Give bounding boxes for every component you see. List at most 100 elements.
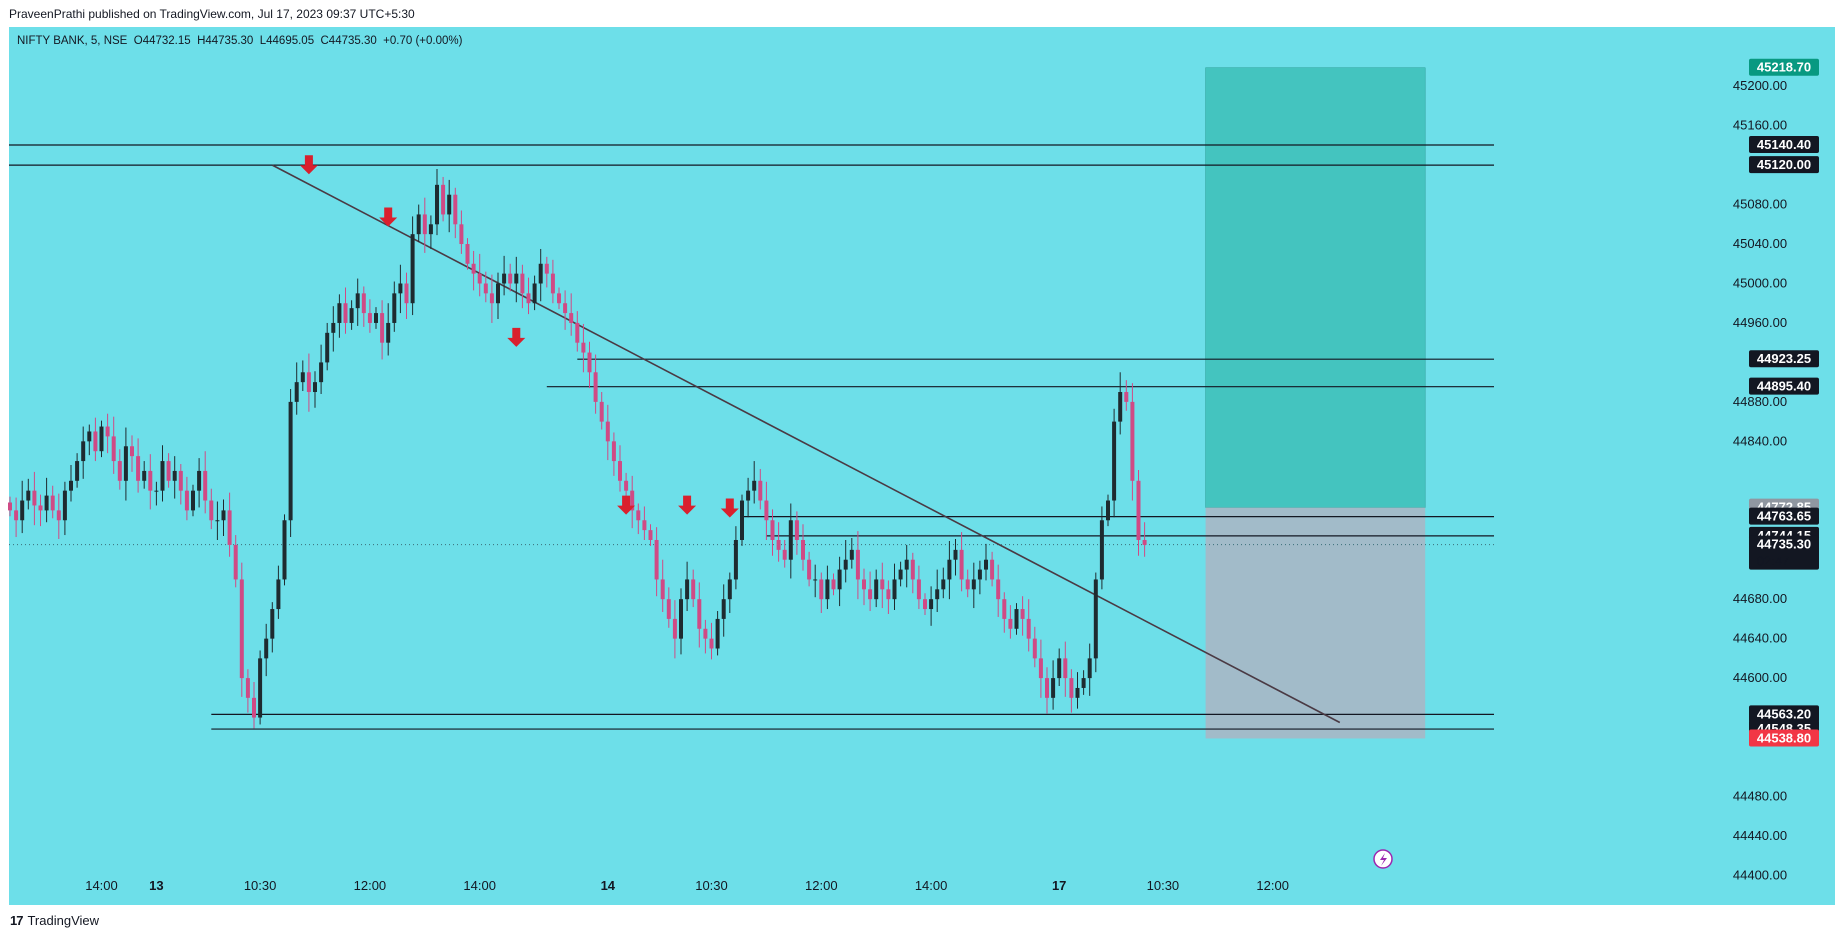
candle[interactable] <box>733 526 738 590</box>
stop-zone[interactable] <box>1205 507 1426 739</box>
candle[interactable] <box>1026 599 1031 652</box>
candle[interactable] <box>636 503 641 535</box>
candle[interactable] <box>374 307 378 329</box>
price-tag[interactable]: 44763.65 <box>1749 507 1819 525</box>
price-tag[interactable]: 45140.40 <box>1749 135 1819 153</box>
candle[interactable] <box>727 572 732 613</box>
candle[interactable] <box>502 255 507 296</box>
candle[interactable] <box>892 563 897 611</box>
candle[interactable] <box>313 371 317 408</box>
candle[interactable] <box>1142 522 1147 557</box>
candle[interactable] <box>306 353 311 412</box>
candle[interactable] <box>941 567 946 599</box>
candle[interactable] <box>44 477 49 523</box>
candle[interactable] <box>337 294 342 338</box>
candle[interactable] <box>148 454 153 510</box>
candle[interactable] <box>630 475 635 529</box>
candle[interactable] <box>361 286 366 327</box>
down-arrow-marker[interactable] <box>507 327 526 347</box>
candle[interactable] <box>62 481 67 536</box>
candle[interactable] <box>849 538 854 569</box>
candle[interactable] <box>416 204 421 243</box>
candle[interactable] <box>794 511 799 555</box>
candle[interactable] <box>404 272 409 320</box>
candle[interactable] <box>99 420 104 458</box>
candle[interactable] <box>752 461 757 504</box>
candle[interactable] <box>166 453 171 488</box>
candle[interactable] <box>666 587 671 628</box>
candle[interactable] <box>392 281 397 332</box>
candle[interactable] <box>93 417 98 462</box>
candle[interactable] <box>130 435 134 472</box>
candle[interactable] <box>868 571 873 612</box>
candle[interactable] <box>1063 641 1068 697</box>
candle[interactable] <box>1032 626 1037 668</box>
candle[interactable] <box>770 509 775 556</box>
candle[interactable] <box>489 274 494 323</box>
price-tag[interactable]: 44895.40 <box>1749 377 1819 395</box>
candle[interactable] <box>32 471 37 526</box>
candle[interactable] <box>697 582 702 648</box>
candle[interactable] <box>624 472 629 498</box>
candle[interactable] <box>587 341 592 389</box>
tradingview-logo[interactable]: 17 TradingView <box>10 913 99 928</box>
candle[interactable] <box>1081 670 1086 695</box>
candle[interactable] <box>245 669 250 713</box>
candle[interactable] <box>532 275 537 311</box>
candle[interactable] <box>788 503 793 579</box>
candle[interactable] <box>807 551 812 587</box>
candle[interactable] <box>648 524 653 546</box>
candle[interactable] <box>1069 669 1074 713</box>
candle[interactable] <box>910 552 915 594</box>
candle[interactable] <box>1038 639 1043 698</box>
candle[interactable] <box>880 562 885 609</box>
candle[interactable] <box>520 264 525 309</box>
candle[interactable] <box>715 611 720 656</box>
candle[interactable] <box>276 565 281 619</box>
candle[interactable] <box>142 461 147 489</box>
down-arrow-marker[interactable] <box>617 495 636 515</box>
candle[interactable] <box>1093 572 1098 673</box>
candle[interactable] <box>605 404 610 461</box>
candle[interactable] <box>898 561 903 587</box>
candle[interactable] <box>526 277 531 315</box>
candle[interactable] <box>258 650 263 725</box>
candle[interactable] <box>75 453 80 488</box>
down-arrow-marker[interactable] <box>720 498 739 518</box>
candle[interactable] <box>709 622 714 660</box>
candle[interactable] <box>642 506 647 540</box>
candle[interactable] <box>154 481 159 506</box>
candle[interactable] <box>758 468 763 510</box>
candle[interactable] <box>288 389 293 538</box>
candle[interactable] <box>575 311 580 352</box>
candle[interactable] <box>26 478 31 510</box>
candle[interactable] <box>270 602 275 653</box>
candle[interactable] <box>355 278 360 326</box>
candle[interactable] <box>14 497 19 538</box>
candle[interactable] <box>38 494 43 527</box>
candle[interactable] <box>300 360 305 392</box>
candle[interactable] <box>483 271 488 303</box>
candle[interactable] <box>581 323 586 373</box>
candle[interactable] <box>886 580 891 614</box>
candle[interactable] <box>221 499 226 537</box>
down-arrow-marker[interactable] <box>379 207 398 227</box>
candle[interactable] <box>544 256 549 288</box>
candle[interactable] <box>569 293 574 336</box>
candle[interactable] <box>929 586 934 626</box>
candle[interactable] <box>679 588 683 655</box>
candle[interactable] <box>782 539 787 568</box>
candle[interactable] <box>721 584 726 637</box>
candle[interactable] <box>1106 494 1110 527</box>
candle[interactable] <box>837 556 842 607</box>
candle[interactable] <box>20 480 25 534</box>
candle[interactable] <box>136 438 141 493</box>
candle[interactable] <box>1118 372 1123 435</box>
price-tag[interactable]: 44923.25 <box>1749 350 1819 368</box>
candle[interactable] <box>447 179 452 233</box>
candle[interactable] <box>123 427 128 501</box>
candle[interactable] <box>50 485 55 519</box>
candle[interactable] <box>398 264 403 314</box>
candle[interactable] <box>453 187 458 239</box>
